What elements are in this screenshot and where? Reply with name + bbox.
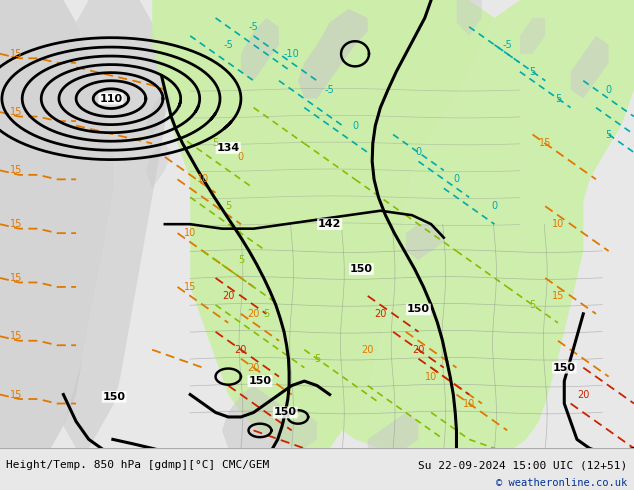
- Text: 0: 0: [453, 174, 460, 184]
- Polygon shape: [456, 0, 482, 36]
- Text: Su 22-09-2024 15:00 UIC (12+51): Su 22-09-2024 15:00 UIC (12+51): [418, 460, 628, 470]
- Polygon shape: [146, 144, 171, 188]
- Text: -5: -5: [325, 85, 335, 95]
- Polygon shape: [63, 0, 165, 448]
- Text: 10: 10: [425, 371, 437, 382]
- Polygon shape: [152, 0, 495, 448]
- Polygon shape: [0, 0, 114, 448]
- Text: 150: 150: [274, 408, 297, 417]
- Text: 5: 5: [212, 139, 219, 148]
- Polygon shape: [342, 0, 634, 448]
- Text: 134: 134: [217, 143, 240, 153]
- Text: 20: 20: [577, 390, 590, 399]
- Text: 150: 150: [103, 392, 126, 402]
- Text: 20: 20: [374, 309, 387, 319]
- Text: 20: 20: [361, 344, 374, 355]
- Text: Height/Temp. 850 hPa [gdmp][°C] CMC/GEM: Height/Temp. 850 hPa [gdmp][°C] CMC/GEM: [6, 460, 269, 470]
- Text: 150: 150: [249, 376, 271, 386]
- Polygon shape: [241, 18, 279, 81]
- Text: 20: 20: [235, 344, 247, 355]
- Text: 20: 20: [222, 291, 235, 301]
- Text: -5: -5: [249, 22, 259, 32]
- Text: 5: 5: [555, 94, 561, 104]
- Text: 10: 10: [184, 228, 197, 238]
- Text: © weatheronline.co.uk: © weatheronline.co.uk: [496, 478, 628, 488]
- Polygon shape: [222, 386, 292, 448]
- Text: 5: 5: [314, 354, 320, 364]
- Text: 0: 0: [352, 121, 358, 130]
- Text: 15: 15: [184, 282, 197, 292]
- Polygon shape: [406, 224, 444, 260]
- Text: 150: 150: [350, 264, 373, 274]
- Text: 110: 110: [100, 94, 122, 104]
- Polygon shape: [279, 413, 317, 448]
- Text: 0: 0: [605, 85, 612, 95]
- Text: 5: 5: [605, 129, 612, 140]
- Text: 5: 5: [225, 201, 231, 211]
- Text: 10: 10: [552, 219, 564, 229]
- Text: 15: 15: [10, 331, 22, 341]
- Text: 5: 5: [263, 309, 269, 319]
- Text: 0: 0: [238, 152, 244, 162]
- Polygon shape: [571, 36, 609, 98]
- Text: 5: 5: [529, 300, 536, 310]
- Text: 15: 15: [10, 49, 22, 59]
- Polygon shape: [146, 90, 171, 135]
- Text: 15: 15: [552, 291, 564, 301]
- Text: 15: 15: [10, 390, 22, 399]
- Text: -5: -5: [223, 40, 233, 50]
- Text: -5: -5: [502, 40, 512, 50]
- Text: 0: 0: [491, 201, 498, 211]
- Text: 150: 150: [407, 304, 430, 315]
- Text: 15: 15: [10, 219, 22, 229]
- Text: 142: 142: [318, 219, 341, 229]
- Text: 15: 15: [10, 165, 22, 175]
- Text: 10: 10: [463, 398, 476, 409]
- Text: -10: -10: [284, 49, 299, 59]
- Text: 5: 5: [529, 67, 536, 77]
- Text: 5: 5: [238, 255, 244, 265]
- Text: 20: 20: [247, 309, 260, 319]
- Text: 20: 20: [247, 363, 260, 373]
- Polygon shape: [368, 413, 418, 448]
- Text: 15: 15: [10, 107, 22, 117]
- Text: 15: 15: [10, 273, 22, 283]
- Text: 10: 10: [197, 174, 209, 184]
- Text: 15: 15: [539, 139, 552, 148]
- Text: 150: 150: [553, 363, 576, 373]
- Polygon shape: [298, 9, 368, 98]
- Text: 0: 0: [415, 147, 422, 157]
- Text: 20: 20: [412, 344, 425, 355]
- Polygon shape: [520, 18, 545, 54]
